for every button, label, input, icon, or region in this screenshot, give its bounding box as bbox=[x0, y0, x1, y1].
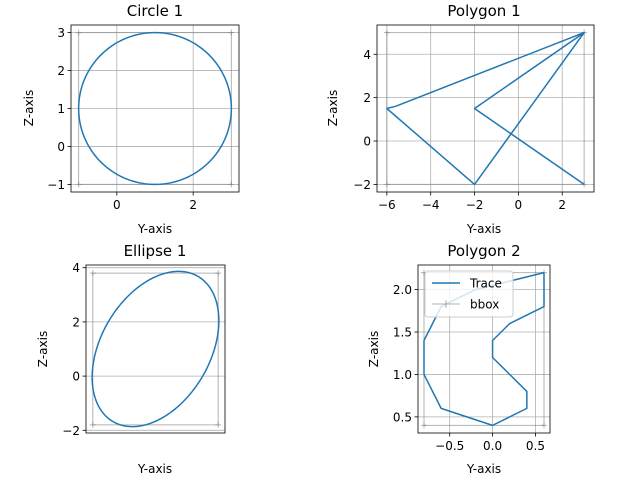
axes-area: 0 2 −1 0 1 2 3 bbox=[47, 24, 240, 212]
legend: Trace bbox bbox=[424, 270, 514, 318]
y-tick-label: 2.0 bbox=[393, 283, 412, 297]
legend-bbox-label: bbox bbox=[470, 298, 499, 312]
x-tick-label: 2 bbox=[558, 198, 566, 212]
y-tick-label: 1.0 bbox=[393, 368, 412, 382]
y-tick-label: −2 bbox=[62, 424, 80, 438]
y-tick-label: 2 bbox=[57, 64, 65, 78]
x-axis-label: Y-axis bbox=[137, 222, 172, 236]
x-axis-label: Y-axis bbox=[137, 462, 172, 476]
y-tick-label: 3 bbox=[57, 26, 65, 40]
x-tick-label: 0.5 bbox=[526, 439, 545, 453]
y-tick-label: 1.5 bbox=[393, 326, 412, 340]
y-axis-label: Z-axis bbox=[326, 90, 340, 126]
x-tick-label: −4 bbox=[422, 198, 440, 212]
subplot-title: Circle 1 bbox=[127, 2, 183, 20]
y-tick-label: 0 bbox=[57, 140, 65, 154]
y-tick-label: 4 bbox=[363, 48, 371, 62]
subplot-circle-1: Circle 1 0 2 −1 0 1 2 3 Y-axis Z-axis bbox=[22, 2, 240, 236]
y-axis-label: Z-axis bbox=[367, 331, 381, 367]
y-tick-label: 2 bbox=[72, 315, 80, 329]
x-tick-label: −0.5 bbox=[435, 439, 464, 453]
y-tick-label: 0 bbox=[363, 135, 371, 149]
subplot-title: Polygon 2 bbox=[447, 242, 520, 260]
x-tick-label: −2 bbox=[466, 198, 484, 212]
axes-frame bbox=[417, 264, 551, 434]
axes-frame bbox=[376, 24, 595, 193]
y-tick-label: 0.5 bbox=[393, 410, 412, 424]
x-axis-label: Y-axis bbox=[466, 462, 501, 476]
subplot-title: Polygon 1 bbox=[447, 2, 520, 20]
x-axis-label: Y-axis bbox=[466, 222, 501, 236]
x-tick-label: −6 bbox=[378, 198, 396, 212]
x-tick-label: 0.0 bbox=[483, 439, 502, 453]
subplot-polygon-1: Polygon 1 −6 −4 −2 0 2 −2 0 2 4 Y-axis Z-axis bbox=[326, 2, 595, 236]
x-tick-label: 0 bbox=[515, 198, 523, 212]
trace-line bbox=[77, 31, 233, 186]
axes-area: −2 0 2 4 bbox=[62, 261, 226, 438]
axes-area: −6 −4 −2 0 2 −2 0 2 4 bbox=[353, 24, 595, 212]
trace-line bbox=[386, 31, 585, 186]
axes-frame bbox=[85, 264, 226, 434]
y-tick-label: 4 bbox=[72, 261, 80, 275]
y-tick-label: 2 bbox=[363, 91, 371, 105]
subplot-title: Ellipse 1 bbox=[124, 242, 187, 260]
subplot-polygon-2: Polygon 2 −0.5 0.0 0.50.51.01.52.0 Y-axis … bbox=[367, 242, 551, 476]
y-tick-label: 0 bbox=[72, 370, 80, 384]
y-tick-label: 1 bbox=[57, 102, 65, 116]
trace-line bbox=[91, 270, 220, 428]
y-tick-label: −2 bbox=[353, 178, 371, 192]
x-tick-label: 2 bbox=[189, 198, 197, 212]
subplot-ellipse-1: Ellipse 1 −2 0 2 4 Y-axis Z-axis bbox=[36, 242, 226, 476]
y-axis-label: Z-axis bbox=[22, 90, 36, 126]
x-tick-label: 0 bbox=[113, 198, 121, 212]
legend-trace-label: Trace bbox=[469, 277, 502, 291]
y-axis-label: Z-axis bbox=[36, 331, 50, 367]
y-tick-label: −1 bbox=[47, 178, 65, 192]
